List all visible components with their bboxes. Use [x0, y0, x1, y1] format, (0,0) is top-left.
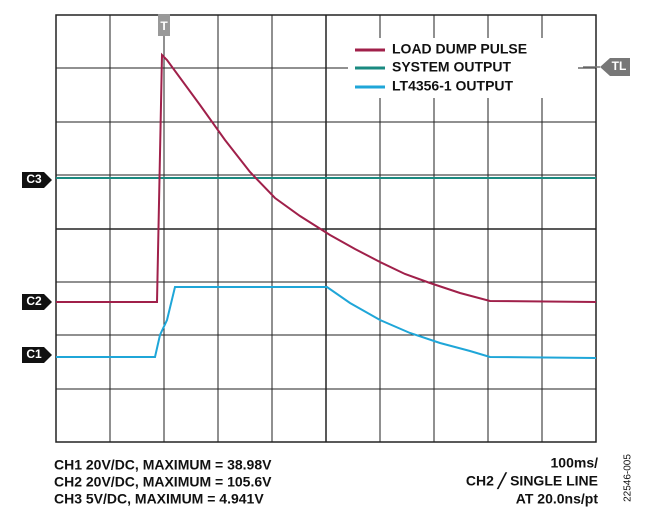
ch1-marker: C1 — [26, 347, 42, 361]
setting-line: CH3 5V/DC, MAXIMUM = 4.941V — [54, 491, 264, 507]
trigger-label: T — [160, 19, 168, 33]
setting-line: CH2 20V/DC, MAXIMUM = 105.6V — [54, 474, 272, 490]
channel-markers: C3 C2 C1 — [22, 172, 52, 363]
legend-entry: LOAD DUMP PULSE — [392, 41, 527, 57]
legend-entry: SYSTEM OUTPUT — [392, 59, 511, 75]
legend-entry: LT4356-1 OUTPUT — [392, 78, 514, 94]
lt4356-output-trace — [56, 286, 597, 359]
trigger-marker: T — [158, 14, 170, 36]
figure-id: 22546-005 — [623, 454, 634, 502]
setting-line: CH1 20V/DC, MAXIMUM = 38.98V — [54, 457, 272, 473]
timebase: 100ms/ — [551, 455, 599, 471]
legend: LOAD DUMP PULSE SYSTEM OUTPUT LT4356-1 O… — [348, 38, 578, 98]
sample-rate: AT 20.0ns/pt — [516, 491, 599, 507]
load-dump-trace — [56, 52, 597, 303]
ch3-marker: C3 — [26, 172, 42, 186]
trigger-setting: CH2 ╱ SINGLE LINE — [466, 472, 598, 490]
trigger-level-label: TL — [612, 59, 627, 73]
trigger-level-marker: TL — [583, 58, 630, 76]
ch2-marker: C2 — [26, 294, 42, 308]
